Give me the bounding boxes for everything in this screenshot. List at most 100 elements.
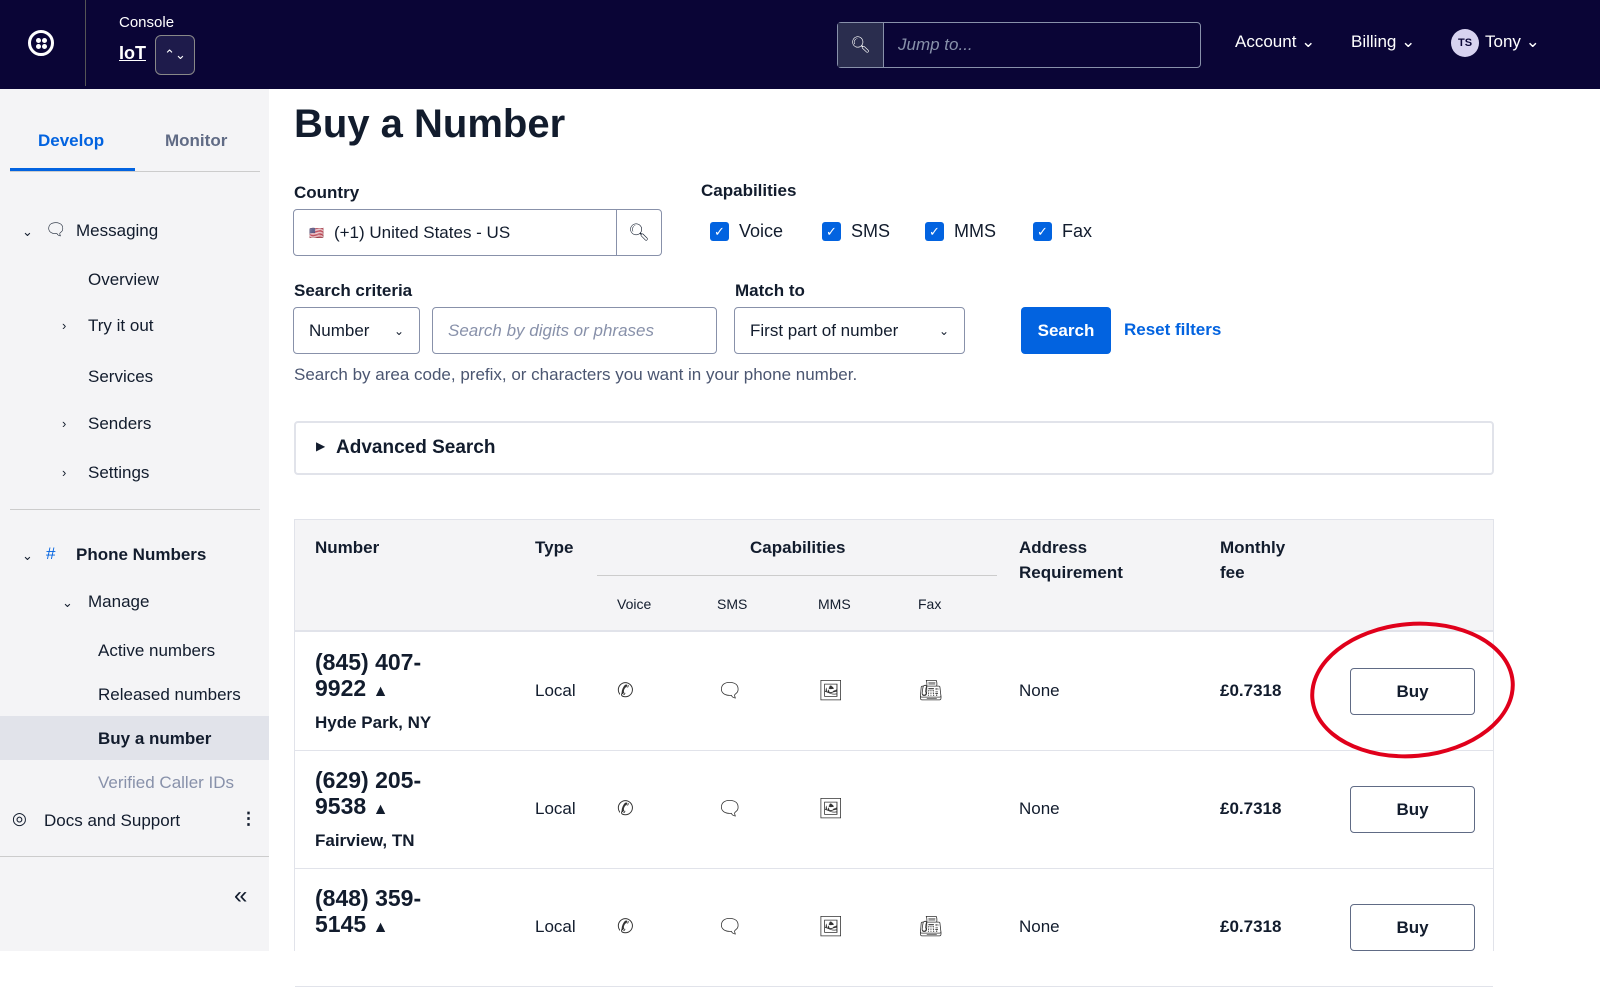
- tab-monitor[interactable]: Monitor: [165, 131, 228, 150]
- phone-icon: ✆: [617, 798, 634, 820]
- chevron-down-icon[interactable]: ⌄: [62, 595, 73, 610]
- type: Local: [535, 917, 576, 936]
- sidebar-item-verified-caller-ids[interactable]: Verified Caller IDs: [98, 773, 235, 792]
- top-bar: Console IoT ⌃⌄ 🔍︎ Jump to... Account ⌄ Bi…: [0, 0, 1600, 89]
- match-to-label: Match to: [735, 281, 805, 300]
- reset-filters-link[interactable]: Reset filters: [1124, 320, 1222, 339]
- chevron-down-icon[interactable]: ⌄: [22, 548, 33, 563]
- sidebar-item-phone-numbers[interactable]: Phone Numbers: [76, 545, 207, 564]
- mms-icon: 🖼︎: [818, 916, 844, 938]
- sidebar-item-messaging[interactable]: Messaging: [76, 221, 159, 240]
- product-switcher-button[interactable]: ⌃⌄: [155, 35, 195, 75]
- table-header: Number Type Capabilities Address Require…: [295, 520, 1493, 632]
- chevron-right-icon[interactable]: ›: [62, 318, 67, 333]
- criteria-select[interactable]: Number ⌄: [293, 307, 420, 354]
- buy-button[interactable]: Buy: [1350, 904, 1475, 951]
- sms-icon: 🗨︎: [717, 680, 743, 702]
- sidebar-item-settings[interactable]: Settings: [88, 463, 150, 482]
- sms-checkbox[interactable]: ✓ SMS: [822, 221, 890, 242]
- sidebar-item-released-numbers[interactable]: Released numbers: [98, 685, 241, 704]
- chevron-down-icon: ⌄: [1401, 32, 1416, 51]
- numbers-table: Number Type Capabilities Address Require…: [294, 519, 1494, 987]
- type: Local: [535, 681, 576, 700]
- col-voice: Voice: [617, 596, 652, 612]
- sidebar-item-senders[interactable]: Senders: [88, 414, 152, 433]
- docs-support-link[interactable]: Docs and Support: [44, 811, 181, 831]
- sidebar-item-buy-a-number[interactable]: Buy a number: [98, 729, 212, 748]
- sidebar-item-manage[interactable]: Manage: [88, 592, 150, 611]
- fax-icon: 📠︎: [918, 916, 944, 938]
- buy-button[interactable]: Buy: [1350, 786, 1475, 833]
- chevron-right-icon[interactable]: ›: [62, 416, 67, 431]
- address-requirement: None: [1019, 799, 1060, 818]
- collapse-sidebar-icon[interactable]: «: [234, 882, 248, 909]
- sidebar-item-active-numbers[interactable]: Active numbers: [98, 641, 216, 660]
- sms-icon: 🗨︎: [717, 916, 743, 938]
- col-sms: SMS: [717, 596, 748, 612]
- divider: [85, 0, 86, 86]
- chevron-down-icon: ⌄: [1301, 32, 1316, 51]
- address-requirement: None: [1019, 681, 1060, 700]
- product-link[interactable]: IoT: [119, 43, 146, 63]
- capabilities-label: Capabilities: [701, 181, 797, 200]
- advanced-search-label: Advanced Search: [336, 437, 496, 458]
- location: Fairview, TN: [315, 831, 415, 850]
- sidebar: [0, 89, 269, 951]
- caret-up-icon: ▲: [372, 919, 389, 936]
- col-type: Type: [535, 538, 574, 557]
- console-label: Console: [119, 14, 175, 31]
- col-fax: Fax: [918, 596, 942, 612]
- mms-checkbox[interactable]: ✓ MMS: [925, 221, 996, 242]
- us-flag-icon: 🇺🇸: [309, 225, 324, 240]
- country-select[interactable]: 🇺🇸 (+1) United States - US 🔍︎: [293, 209, 662, 256]
- col-fee: Monthly fee: [1220, 538, 1286, 582]
- advanced-search-toggle[interactable]: ▶ Advanced Search: [294, 421, 1494, 475]
- table-row: (845) 407-9922 ▲ Hyde Park, NY Local ✆ 🗨…: [295, 633, 1493, 751]
- buy-button[interactable]: Buy: [1350, 668, 1475, 715]
- col-mms: MMS: [818, 596, 851, 612]
- mms-icon: 🖼︎: [818, 680, 844, 702]
- fax-icon: 📠︎: [918, 680, 944, 702]
- lifebuoy-icon: ◎: [12, 809, 27, 828]
- user-menu[interactable]: Tony ⌄: [1485, 32, 1540, 52]
- phone-icon: ✆: [617, 680, 634, 702]
- col-number: Number: [315, 538, 380, 557]
- location: Hyde Park, NY: [315, 713, 432, 732]
- search-icon: 🔍︎: [838, 23, 884, 67]
- account-menu[interactable]: Account ⌄: [1235, 32, 1315, 52]
- chevron-down-icon: ⌄: [938, 323, 949, 338]
- twilio-logo-icon[interactable]: [28, 30, 54, 56]
- chevron-down-icon[interactable]: ⌄: [22, 224, 33, 239]
- phone-icon: ✆: [617, 916, 634, 938]
- voice-checkbox[interactable]: ✓ Voice: [710, 221, 783, 242]
- country-label: Country: [294, 183, 360, 202]
- billing-menu[interactable]: Billing ⌄: [1351, 32, 1415, 52]
- search-input[interactable]: Jump to...: [898, 35, 973, 54]
- monthly-fee: £0.7318: [1220, 681, 1282, 700]
- caret-right-icon: ▶: [316, 439, 326, 453]
- match-to-select[interactable]: First part of number ⌄: [734, 307, 965, 354]
- search-icon[interactable]: 🔍︎: [616, 210, 661, 255]
- search-digits-input[interactable]: Search by digits or phrases: [432, 307, 717, 354]
- address-requirement: None: [1019, 917, 1060, 936]
- sidebar-item-services[interactable]: Services: [88, 367, 154, 386]
- col-capabilities: Capabilities: [750, 538, 846, 557]
- chevron-down-icon: ⌄: [1525, 32, 1540, 51]
- search-criteria-label: Search criteria: [294, 281, 413, 300]
- fax-checkbox[interactable]: ✓ Fax: [1033, 221, 1092, 242]
- sidebar-item-overview[interactable]: Overview: [88, 270, 159, 289]
- phone-number: (845) 407-9922 ▲: [315, 649, 422, 701]
- table-row: (848) 359-5145 ▲ Local ✆ 🗨︎ 🖼︎ 📠︎ None £…: [295, 869, 1493, 987]
- tab-develop[interactable]: Develop: [38, 131, 105, 150]
- mms-icon: 🖼︎: [818, 798, 844, 820]
- search-button[interactable]: Search: [1021, 307, 1111, 354]
- more-icon[interactable]: ⋮: [240, 809, 257, 828]
- jump-to-search[interactable]: 🔍︎ Jump to...: [837, 22, 1201, 68]
- country-value: (+1) United States - US: [333, 222, 511, 242]
- type: Local: [535, 799, 576, 818]
- table-row: (629) 205-9538 ▲ Fairview, TN Local ✆ 🗨︎…: [295, 751, 1493, 869]
- avatar[interactable]: TS: [1451, 29, 1479, 57]
- hash-icon: #: [46, 544, 56, 563]
- chevron-right-icon[interactable]: ›: [62, 465, 67, 480]
- sidebar-item-try-it-out[interactable]: Try it out: [88, 316, 154, 335]
